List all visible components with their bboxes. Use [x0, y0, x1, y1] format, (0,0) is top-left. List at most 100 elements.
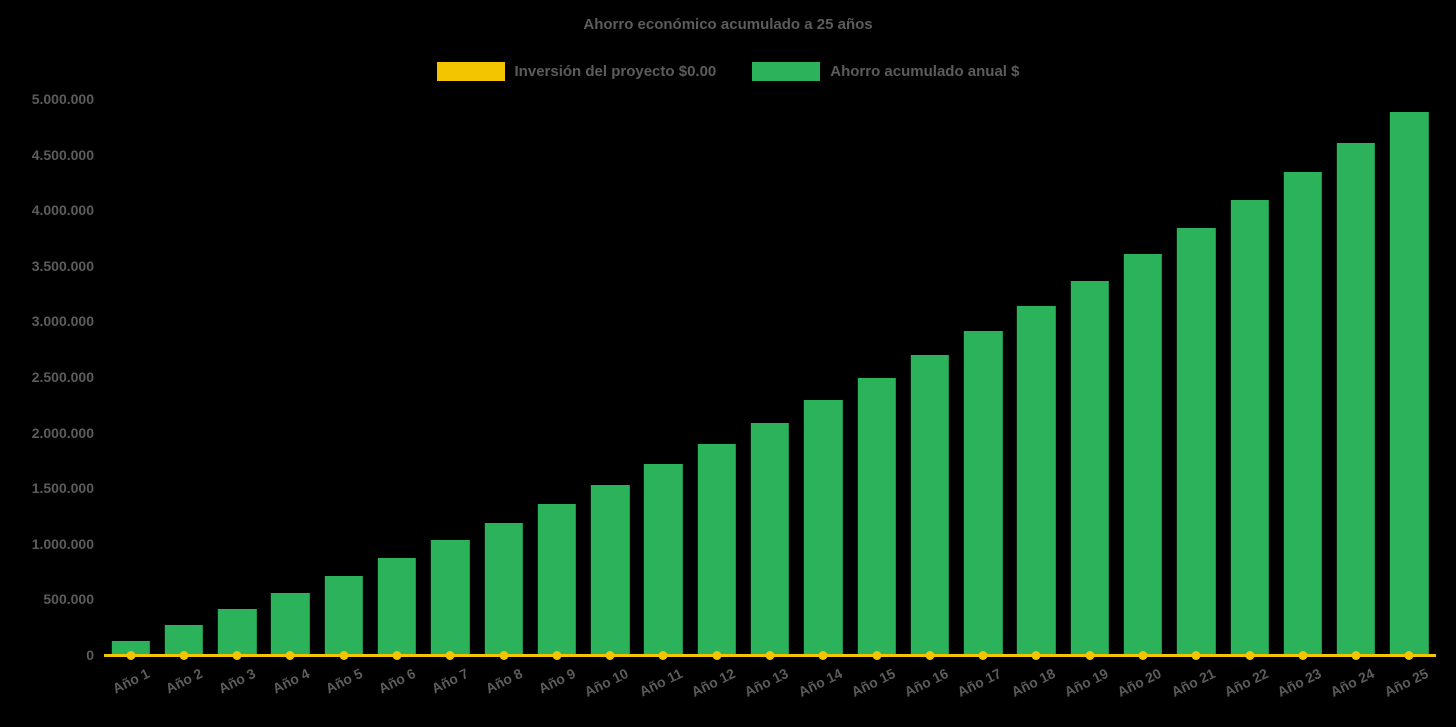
x-tick-label: Año 12: [688, 665, 738, 700]
savings-bar[interactable]: [164, 624, 204, 655]
legend-label-savings: Ahorro acumulado anual $: [830, 63, 1020, 80]
savings-bar[interactable]: [590, 484, 630, 655]
y-tick-label: 1.500.000: [31, 480, 94, 497]
chart-title: Ahorro económico acumulado a 25 años: [583, 16, 873, 33]
y-tick-label: 0: [86, 647, 94, 663]
x-tick-label: Año 3: [216, 665, 259, 697]
category-slot: Año 4: [264, 99, 317, 696]
category-slot: Año 10: [582, 99, 637, 700]
category-slot: Año 12: [689, 99, 743, 700]
x-tick-label: Año 8: [482, 665, 525, 697]
investment-point-icon: [392, 650, 402, 660]
savings-bar[interactable]: [1283, 172, 1323, 655]
x-tick-label: Año 16: [901, 665, 951, 700]
savings-bar[interactable]: [963, 331, 1003, 655]
investment-point-icon: [1085, 650, 1095, 660]
category-slot: Año 7: [424, 99, 477, 696]
y-tick-label: 3.000.000: [31, 313, 94, 330]
investment-point-icon: [445, 650, 455, 660]
category-slot: Año 15: [849, 99, 903, 700]
legend-label-investment: Inversión del proyecto $0.00: [514, 63, 717, 80]
category-slot: Año 14: [795, 99, 850, 700]
savings-bar[interactable]: [1390, 112, 1429, 655]
savings-bar[interactable]: [218, 609, 257, 655]
legend-item-investment[interactable]: Inversión del proyecto $0.00: [436, 62, 717, 81]
savings-bar[interactable]: [910, 354, 950, 655]
x-tick-label: Año 13: [742, 665, 792, 700]
savings-bar[interactable]: [804, 400, 843, 655]
category-slot: Año 9: [530, 99, 583, 696]
category-slot: Año 2: [157, 99, 210, 696]
x-tick-label: Año 9: [535, 665, 578, 697]
investment-point-icon: [285, 650, 295, 660]
x-tick-label: Año 5: [322, 665, 365, 697]
savings-bar[interactable]: [697, 443, 736, 655]
x-tick-label: Año 4: [269, 665, 312, 697]
savings-bar[interactable]: [431, 540, 470, 655]
savings-bar[interactable]: [537, 503, 577, 655]
category-slot: Año 11: [636, 99, 690, 700]
investment-point-icon: [179, 650, 189, 660]
investment-point-icon: [978, 650, 988, 660]
investment-point-icon: [1245, 650, 1255, 660]
investment-point-icon: [232, 650, 242, 660]
y-tick-label: 5.000.000: [31, 91, 94, 107]
investment-point-icon: [712, 650, 722, 660]
investment-point-icon: [818, 650, 828, 660]
category-slot: Año 1: [104, 99, 157, 696]
savings-bar[interactable]: [324, 576, 363, 655]
investment-point-icon: [552, 650, 562, 660]
x-tick-label: Año 1: [109, 665, 152, 697]
savings-bar[interactable]: [1230, 200, 1269, 655]
category-slot: Año 3: [211, 99, 264, 696]
savings-bar[interactable]: [1017, 305, 1056, 655]
category-slot: Año 5: [317, 99, 370, 696]
investment-point-icon: [339, 650, 349, 660]
legend-swatch-investment-icon: [436, 62, 505, 81]
investment-point-icon: [1138, 650, 1148, 660]
y-tick-label: 2.000.000: [31, 424, 94, 441]
x-tick-label: Año 19: [1061, 665, 1111, 700]
x-tick-label: Año 7: [429, 665, 472, 697]
investment-point-icon: [765, 650, 775, 660]
y-tick-label: 4.500.000: [31, 146, 94, 163]
investment-point-icon: [499, 650, 509, 660]
x-tick-label: Año 25: [1381, 665, 1431, 700]
savings-bar[interactable]: [377, 558, 417, 655]
legend-item-savings[interactable]: Ahorro acumulado anual $: [752, 62, 1019, 81]
category-slot: Año 22: [1222, 99, 1276, 700]
category-slot: Año 20: [1115, 99, 1169, 700]
y-axis: 0 500.000 1.000.000 1.500.000 2.000.000 2.500…: [0, 91, 94, 663]
investment-point-icon: [1351, 650, 1361, 660]
bar-chart-plot-area: Año 1 Año 2 Año 3 Año 4 Año 5 Año 6 Año 7 Año 8…: [104, 99, 1436, 700]
category-slot: Año 6: [370, 99, 423, 696]
savings-bar[interactable]: [644, 463, 683, 655]
category-slot: Año 19: [1062, 99, 1116, 700]
investment-point-icon: [126, 650, 136, 660]
investment-point-icon: [872, 650, 882, 660]
category-slot: Año 21: [1168, 99, 1223, 700]
x-tick-label: Año 22: [1221, 665, 1271, 700]
savings-bar[interactable]: [111, 640, 150, 655]
savings-bar[interactable]: [1177, 228, 1216, 655]
category-slot: Año 8: [477, 99, 530, 696]
savings-bar[interactable]: [1336, 143, 1376, 655]
category-slot: Año 24: [1328, 99, 1382, 700]
category-slot: Año 25: [1381, 99, 1436, 700]
x-tick-label: Año 17: [955, 665, 1005, 700]
category-slot: Año 23: [1275, 99, 1329, 700]
savings-bar[interactable]: [271, 592, 310, 655]
y-tick-label: 1.000.000: [31, 535, 94, 552]
savings-bar[interactable]: [484, 522, 523, 655]
savings-bar[interactable]: [750, 422, 790, 655]
y-tick-label: 500.000: [43, 591, 94, 608]
savings-bar[interactable]: [1123, 253, 1163, 655]
investment-point-icon: [658, 650, 668, 660]
savings-bar[interactable]: [857, 378, 896, 655]
savings-bar[interactable]: [1070, 281, 1109, 655]
category-slot: Año 17: [955, 99, 1010, 700]
y-tick-label: 2.500.000: [31, 369, 94, 385]
x-tick-label: Año 2: [162, 665, 205, 697]
x-tick-label: Año 11: [636, 665, 685, 700]
x-tick-label: Año 10: [582, 665, 632, 700]
